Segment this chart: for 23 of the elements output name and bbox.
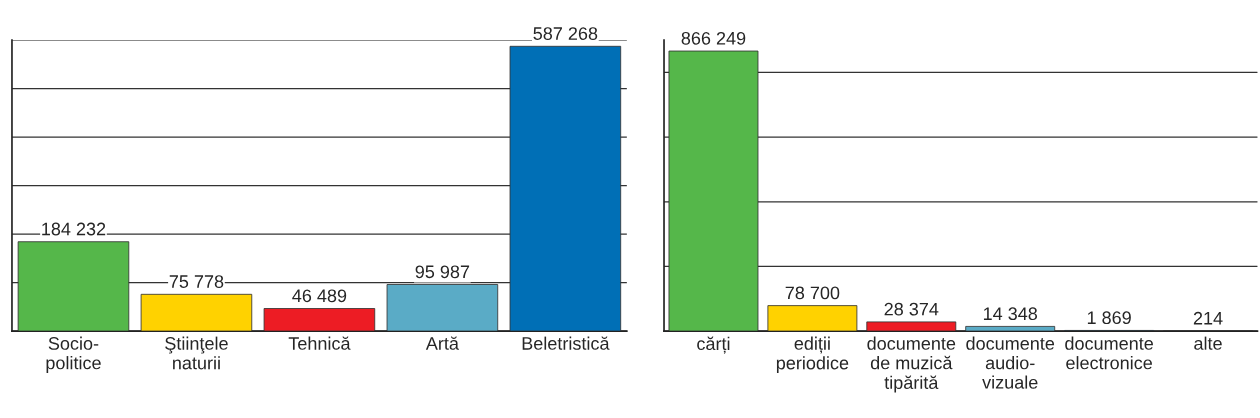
x-tick-label: documente de muzică tipărită <box>867 336 956 393</box>
data-label: 14 348 <box>983 307 1038 321</box>
data-label: 75 778 <box>169 275 224 288</box>
x-tick-label: cărți <box>697 336 730 354</box>
data-label: 95 987 <box>415 265 470 279</box>
data-label: 28 374 <box>884 302 939 316</box>
x-tick-label: Ştiinţele naturii <box>165 336 228 370</box>
data-label: 866 249 <box>681 31 746 45</box>
x-tick-label: Tehnică <box>288 336 351 350</box>
x-tick-label: Socio- politice <box>46 336 101 373</box>
x-tick-label: documente audio- vizuale <box>966 336 1055 389</box>
data-label: 78 700 <box>785 286 840 300</box>
x-tick-label: Artă <box>425 336 459 350</box>
x-tick-label: documente electronice <box>1065 336 1153 370</box>
x-tick-label: alte <box>1194 336 1222 350</box>
data-label: 184 232 <box>42 222 106 236</box>
x-tick-label: Beletristică <box>522 336 610 350</box>
data-label: 214 <box>1193 311 1223 325</box>
data-label: 587 268 <box>533 27 598 40</box>
bar <box>140 293 253 332</box>
x-tick-label: ediții periodice <box>776 336 849 373</box>
data-label: 46 489 <box>292 289 347 303</box>
data-label: 1 869 <box>1087 311 1131 325</box>
